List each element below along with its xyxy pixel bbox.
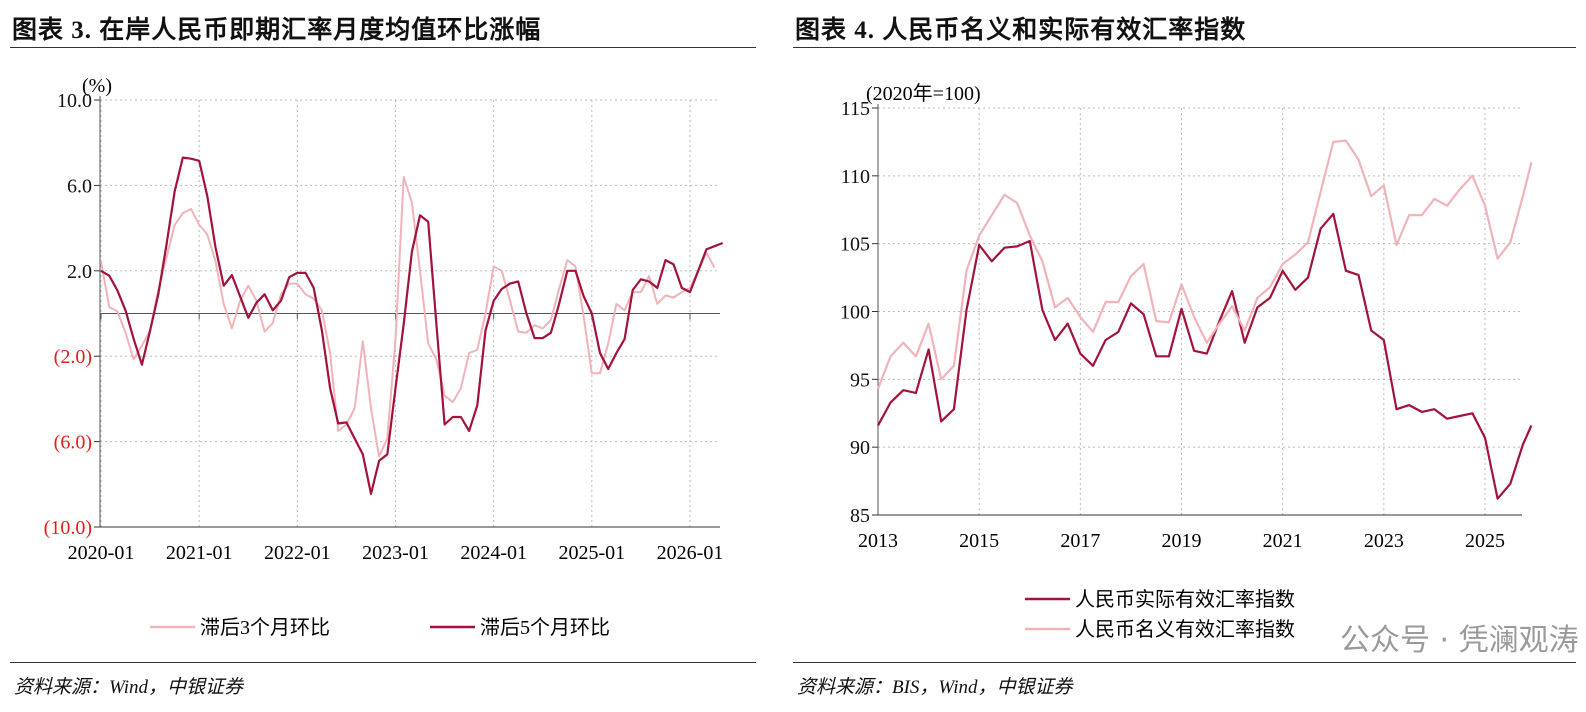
x-tick-label: 2021 xyxy=(1263,530,1303,552)
footer-divider xyxy=(793,662,1576,663)
x-tick-label: 2025 xyxy=(1465,530,1505,552)
x-tick-label: 2025-01 xyxy=(558,542,625,564)
x-tick-label: 2020-01 xyxy=(68,542,135,564)
x-tick-label: 2026-01 xyxy=(657,542,724,564)
y-unit-label: (2020年=100) xyxy=(866,82,981,105)
legend-nominal-label: 人民币名义有效汇率指数 xyxy=(1075,618,1295,641)
footer-divider xyxy=(10,662,756,663)
y-tick-label: 6.0 xyxy=(67,175,92,197)
x-tick-label: 2013 xyxy=(858,530,898,552)
legend-lag5-label: 滞后5个月环比 xyxy=(480,616,610,639)
series-line-1 xyxy=(100,175,716,458)
y-tick-label: (2.0) xyxy=(54,346,92,368)
x-tick-label: 2022-01 xyxy=(264,542,331,564)
legend-real-label: 人民币实际有效汇率指数 xyxy=(1075,588,1295,611)
title-divider xyxy=(10,47,756,48)
legend-lag3-label: 滞后3个月环比 xyxy=(200,616,330,639)
y-tick-label: 90 xyxy=(850,437,870,459)
chart3-title: 图表 3. 在岸人民币即期汇率月度均值环比涨幅 xyxy=(12,17,542,44)
series-line-2 xyxy=(876,139,1533,390)
x-tick-label: 2015 xyxy=(959,530,999,552)
x-tick-label: 2019 xyxy=(1162,530,1202,552)
y-tick-label: 2.0 xyxy=(67,261,92,283)
x-tick-label: 2023 xyxy=(1364,530,1404,552)
x-tick-label: 2023-01 xyxy=(362,542,429,564)
y-tick-label: 110 xyxy=(841,166,870,188)
y-tick-label: (6.0) xyxy=(54,432,92,454)
series-line-2 xyxy=(100,156,724,495)
y-tick-label: 100 xyxy=(840,302,870,324)
chart4-title: 图表 4. 人民币名义和实际有效汇率指数 xyxy=(795,17,1247,44)
y-tick-label: 105 xyxy=(840,234,870,256)
y-tick-label: 95 xyxy=(850,369,870,391)
chart3-source: 资料来源：Wind，中银证券 xyxy=(14,677,244,698)
y-unit-label: (%) xyxy=(82,75,112,97)
y-tick-label: 115 xyxy=(841,98,870,120)
y-tick-label: 85 xyxy=(850,505,870,527)
series-line-1 xyxy=(877,212,1533,500)
y-tick-label: 10.0 xyxy=(57,90,92,112)
x-tick-label: 2021-01 xyxy=(166,542,233,564)
x-tick-label: 2024-01 xyxy=(460,542,527,564)
chart4-source: 资料来源：BIS，Wind，中银证券 xyxy=(797,677,1073,698)
y-tick-label: (10.0) xyxy=(44,517,92,539)
title-divider xyxy=(793,47,1576,48)
watermark: 公众号 · 凭澜观涛 xyxy=(1340,623,1579,658)
x-tick-label: 2017 xyxy=(1060,530,1100,552)
